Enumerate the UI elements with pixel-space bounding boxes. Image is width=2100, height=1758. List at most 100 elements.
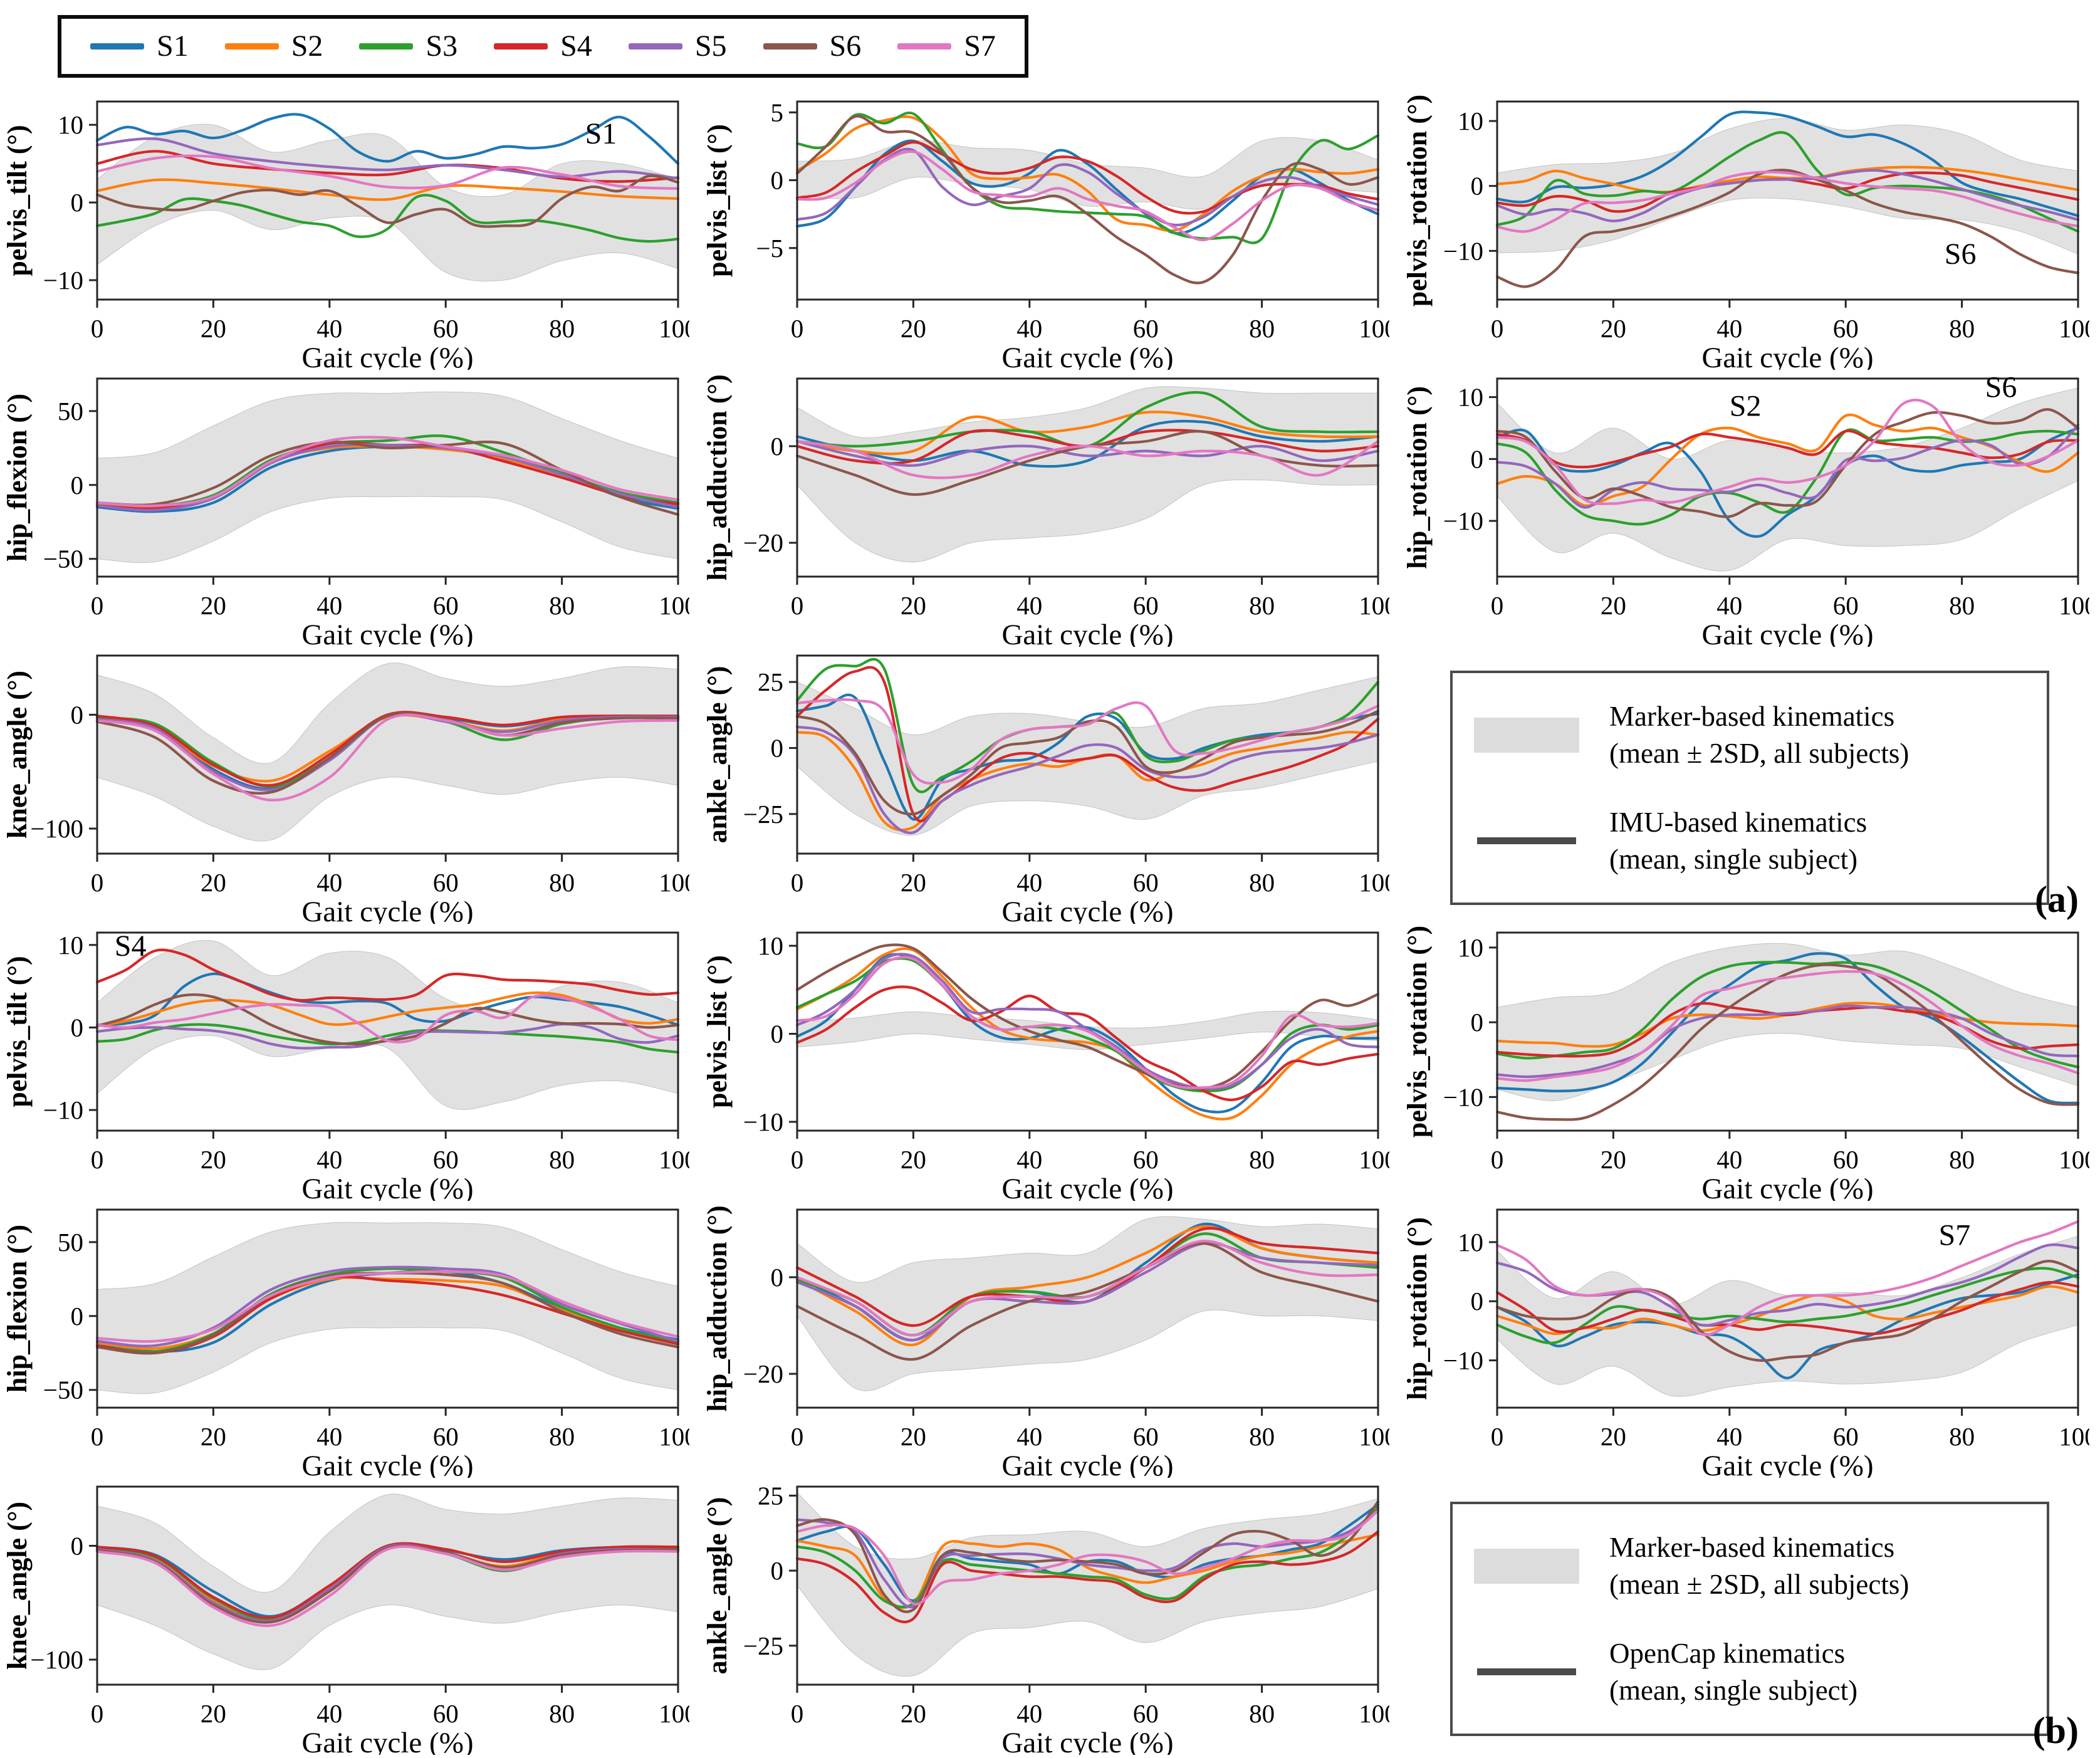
y-axis-label: hip_adduction (°) [702, 374, 733, 580]
svg-text:0: 0 [771, 1556, 784, 1585]
svg-text:5: 5 [771, 98, 784, 127]
svg-text:0: 0 [91, 1145, 104, 1174]
legend-item-S6: S6 [763, 31, 861, 61]
svg-text:80: 80 [549, 1699, 575, 1728]
series-line-S4 [795, 1530, 1380, 1624]
svg-text:40: 40 [316, 591, 342, 620]
svg-text:0: 0 [71, 471, 84, 500]
legend-row-opencap: OpenCap kinematics (mean, single subject… [1474, 1635, 2025, 1708]
svg-text:20: 20 [201, 1699, 226, 1728]
svg-text:0: 0 [791, 1145, 804, 1174]
subject-annotation-S4: S4 [115, 929, 147, 963]
panel-b-caption: (b) [2032, 1710, 2079, 1751]
subjects-legend: S1 S2 S3 S4 S5 S6 S7 [58, 15, 1028, 78]
series-line-S6 [1495, 408, 2080, 518]
series-line-S1 [795, 953, 1380, 1114]
subject-annotation-S2: S2 [1730, 389, 1762, 422]
series-line-S3 [1495, 1267, 2080, 1345]
svg-text:−100: −100 [30, 814, 83, 843]
x-axis-label: Gait cycle (%) [1001, 342, 1173, 370]
svg-text:40: 40 [1716, 1422, 1742, 1451]
line-swatch-icon-S4 [494, 43, 548, 50]
series-line-S7 [795, 698, 1380, 785]
svg-text:60: 60 [1133, 591, 1159, 620]
chart-svg: 25 0 −25 0 20 40 60 80 100 Gait cycle (%) ankle_an… [702, 654, 1397, 928]
series-line-S6 [1495, 963, 2080, 1121]
series-line-S7 [95, 1270, 680, 1343]
svg-text:20: 20 [1601, 591, 1626, 620]
x-axis-label: Gait cycle (%) [1701, 619, 1873, 647]
chart-svg: 100−10020406080100Gait cycle (%)hip_rota… [1402, 371, 2097, 651]
svg-text:20: 20 [1601, 314, 1626, 343]
series-line-S5 [95, 443, 680, 512]
series-line-S7 [1495, 170, 2080, 233]
chart-svg: 0 −20 0 20 40 60 80 100 Gait cycle (%) hip_adduct… [702, 374, 1397, 651]
series-line-S2 [95, 178, 680, 201]
subject-annotation-S1: S1 [585, 117, 617, 150]
y-axis-label: hip_rotation (°) [1402, 386, 1433, 569]
svg-text:−25: −25 [743, 800, 783, 829]
svg-text:10: 10 [758, 931, 783, 960]
svg-text:20: 20 [201, 1145, 226, 1174]
series-line-S4 [1495, 1280, 2080, 1336]
plot-pelvis_list-b: 100−10020406080100Gait cycle (%)pelvis_l… [700, 924, 1400, 1205]
svg-text:40: 40 [1016, 591, 1042, 620]
plot-hip_flexion-b: 50 0 −50 0 20 40 60 80 100 Gait cycle (%) hip_flex… [0, 1201, 700, 1482]
svg-text:20: 20 [901, 591, 926, 620]
svg-text:40: 40 [316, 868, 342, 897]
svg-text:0: 0 [1471, 444, 1484, 473]
y-axis-label: hip_rotation (°) [1402, 1217, 1433, 1400]
series-line-S4 [795, 666, 1380, 823]
svg-text:−10: −10 [43, 266, 83, 295]
x-axis-label: Gait cycle (%) [301, 1727, 473, 1755]
series-line-S5 [795, 147, 1380, 227]
svg-text:40: 40 [1016, 1145, 1042, 1174]
x-axis-label: Gait cycle (%) [301, 896, 473, 924]
series-line-S5 [95, 137, 680, 180]
svg-text:−10: −10 [1443, 1082, 1483, 1111]
series-line-S4 [1495, 1002, 2080, 1058]
svg-text:60: 60 [1133, 1699, 1159, 1728]
legend-item-S4: S4 [494, 31, 592, 61]
svg-text:80: 80 [549, 1145, 575, 1174]
plot-pelvis_list-a: 5 0 −5 0 20 40 60 80 100 Gait cycle (%) pelvis_lis… [700, 93, 1400, 374]
svg-text:−10: −10 [1443, 506, 1483, 535]
series-line-S6 [1495, 169, 2080, 288]
series-line-S6 [795, 115, 1380, 285]
y-axis-label: pelvis_list (°) [702, 955, 733, 1108]
series-line-S4 [95, 150, 680, 183]
svg-text:0: 0 [71, 188, 84, 217]
series-line-S5 [795, 953, 1380, 1091]
y-axis-label: pelvis_rotation (°) [1402, 95, 1433, 306]
series-line-S1 [1495, 1273, 2080, 1379]
svg-text:100: 100 [1359, 1699, 1389, 1728]
svg-text:0: 0 [771, 1020, 784, 1049]
series-line-S6 [795, 1500, 1380, 1613]
svg-text:40: 40 [1716, 314, 1742, 343]
series-line-S5 [795, 1509, 1380, 1609]
series-line-S7 [795, 440, 1380, 479]
svg-text:25: 25 [758, 1481, 783, 1510]
svg-text:100: 100 [2059, 1422, 2089, 1451]
subject-annotation-S6: S6 [1945, 238, 1977, 271]
y-axis-label: hip_adduction (°) [702, 1205, 733, 1411]
svg-text:80: 80 [1249, 314, 1275, 343]
series-line-S7 [95, 713, 680, 802]
panel-b-legend-box: Marker-based kinematics (mean ± 2SD, all… [1450, 1502, 2049, 1736]
plot-ankle_angle-a: 25 0 −25 0 20 40 60 80 100 Gait cycle (%) ankle_an… [700, 647, 1400, 928]
series-line-S3 [1495, 961, 2080, 1069]
svg-text:40: 40 [316, 1422, 342, 1451]
svg-text:100: 100 [2059, 1145, 2089, 1174]
svg-text:40: 40 [1016, 1699, 1042, 1728]
svg-text:0: 0 [1471, 1287, 1484, 1316]
chart-svg: 50 0 −50 0 20 40 60 80 100 Gait cycle (%) hip_flex… [2, 377, 697, 651]
legend-item-S5: S5 [628, 31, 727, 61]
series-line-S6 [95, 174, 680, 228]
series-line-S7 [795, 1239, 1380, 1337]
chart-svg: 100−10020406080100Gait cycle (%)hip_rota… [1402, 1208, 2097, 1482]
svg-text:60: 60 [433, 1422, 459, 1451]
svg-text:100: 100 [659, 868, 689, 897]
plot-pelvis_rotation-b: 100−10020406080100Gait cycle (%)pelvis_r… [1400, 924, 2100, 1205]
x-axis-label: Gait cycle (%) [301, 1450, 473, 1478]
legend-text: Marker-based kinematics (mean ± 2SD, all… [1609, 1532, 1909, 1600]
